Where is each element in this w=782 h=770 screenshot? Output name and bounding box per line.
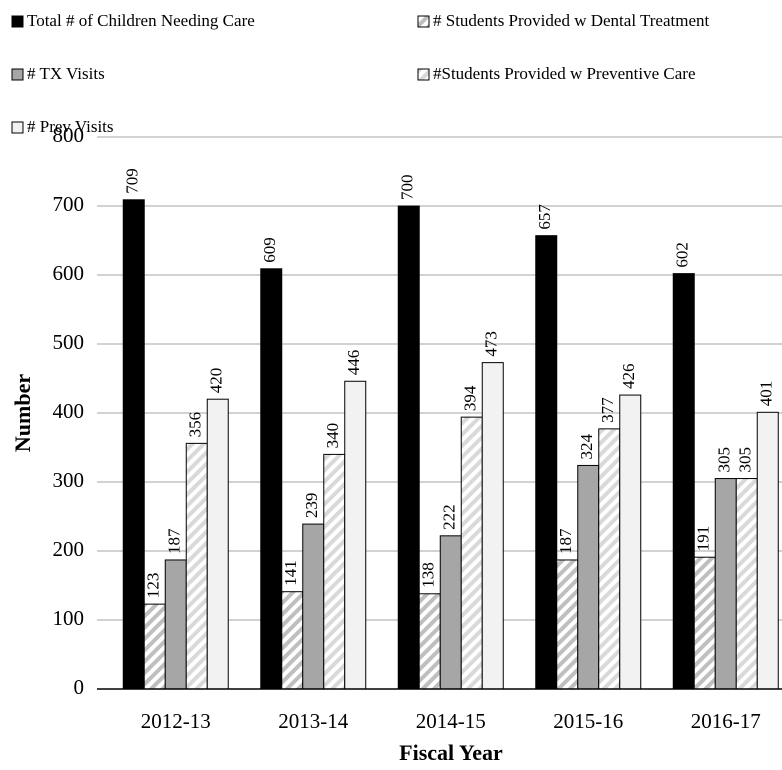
data-label: 141 — [281, 560, 300, 586]
bar — [577, 464, 600, 690]
bar — [535, 235, 558, 690]
x-tick-label: 2015-16 — [553, 709, 623, 733]
y-tick-label: 400 — [53, 399, 85, 423]
bar — [164, 559, 187, 690]
bar — [756, 411, 779, 690]
bar — [598, 428, 621, 690]
data-label: 377 — [598, 397, 617, 423]
data-label: 446 — [344, 350, 363, 376]
y-tick-label: 700 — [53, 192, 85, 216]
data-label: 700 — [398, 175, 417, 201]
legend-swatch — [417, 15, 430, 28]
bar — [735, 478, 758, 690]
data-label: 473 — [482, 331, 501, 357]
x-tick-label: 2013-14 — [278, 709, 348, 733]
bar — [260, 268, 283, 690]
bar — [122, 199, 145, 690]
data-label: 394 — [461, 385, 480, 411]
data-label: 356 — [186, 412, 205, 438]
data-label: 426 — [619, 364, 638, 390]
bar — [143, 603, 166, 690]
data-label: 609 — [260, 237, 279, 263]
y-tick-label: 500 — [53, 330, 85, 354]
data-label: 187 — [556, 528, 575, 554]
bar — [418, 593, 441, 690]
bar — [460, 416, 483, 690]
legend-label: #Students Provided w Preventive Care — [433, 64, 696, 83]
y-tick-label: 100 — [53, 606, 85, 630]
bar — [323, 453, 346, 690]
bar — [714, 478, 737, 690]
legend-swatch — [11, 15, 24, 28]
data-label: 239 — [302, 493, 321, 519]
data-label: 324 — [577, 433, 596, 459]
data-label: 222 — [440, 504, 459, 530]
bar — [397, 205, 420, 690]
bar — [344, 380, 367, 690]
legend-label: # TX Visits — [27, 64, 105, 83]
legend-label: # Students Provided w Dental Treatment — [433, 11, 710, 30]
data-label: 305 — [715, 447, 734, 473]
y-tick-label: 200 — [53, 537, 85, 561]
data-label: 138 — [419, 562, 438, 588]
data-label: 340 — [323, 423, 342, 449]
bar — [206, 398, 229, 690]
bar — [693, 556, 716, 690]
bar — [672, 273, 695, 690]
bar — [302, 523, 325, 690]
data-label: 305 — [736, 447, 755, 473]
data-label: 191 — [694, 526, 713, 552]
data-label: 123 — [144, 573, 163, 599]
x-tick-label: 2016-17 — [691, 709, 761, 733]
x-axis-title: Fiscal Year — [399, 740, 503, 765]
data-label: 187 — [165, 528, 184, 554]
y-tick-label: 300 — [53, 468, 85, 492]
x-tick-label: 2014-15 — [416, 709, 486, 733]
legend-label: # Prev Visits — [27, 117, 114, 136]
bar — [281, 591, 304, 690]
data-label: 401 — [757, 381, 776, 407]
bar — [619, 394, 642, 690]
legend-swatch — [417, 68, 430, 81]
x-tick-label: 2012-13 — [141, 709, 211, 733]
data-label: 657 — [535, 204, 554, 230]
y-tick-label: 0 — [74, 675, 85, 699]
bar — [481, 362, 504, 690]
legend-swatch — [11, 68, 24, 81]
y-tick-label: 800 — [53, 123, 85, 147]
bar — [556, 559, 579, 690]
bar — [185, 442, 208, 690]
data-label: 709 — [123, 168, 142, 194]
y-tick-label: 600 — [53, 261, 85, 285]
data-label: 420 — [207, 368, 226, 394]
legend-label: Total # of Children Needing Care — [27, 11, 255, 30]
legend-swatch — [11, 121, 24, 134]
y-axis-title: Number — [10, 374, 35, 452]
bar — [439, 535, 462, 690]
data-label: 602 — [673, 242, 692, 268]
